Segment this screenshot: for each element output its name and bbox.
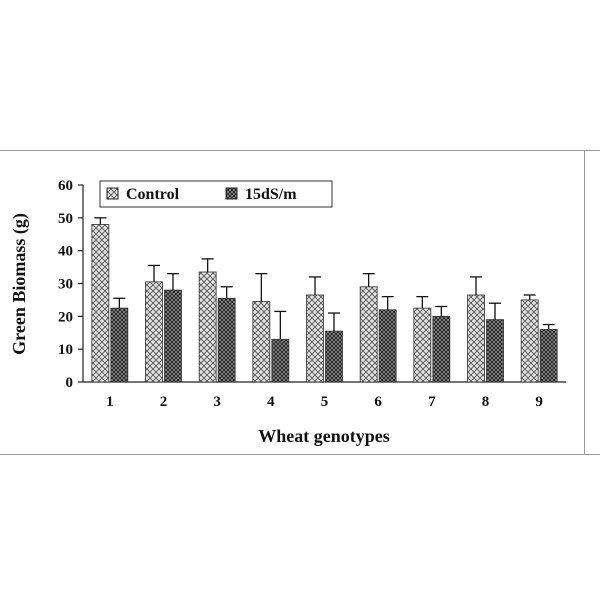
bar-control xyxy=(91,224,110,383)
x-tick-label: 4 xyxy=(267,394,275,410)
x-tick-label: 1 xyxy=(106,394,114,410)
y-axis-title: Green Biomass (g) xyxy=(9,213,30,355)
x-tick-label: 6 xyxy=(374,394,382,410)
x-tick-label: 7 xyxy=(428,394,436,410)
bar-15ds-m xyxy=(432,315,451,383)
x-tick-label: 3 xyxy=(213,394,221,410)
bar-15ds-m xyxy=(217,297,236,383)
y-tick-label: 20 xyxy=(58,309,73,325)
bar-15ds-m xyxy=(486,319,504,383)
x-tick-label: 5 xyxy=(321,394,329,410)
bar-15ds-m xyxy=(378,309,397,383)
y-tick-label: 60 xyxy=(58,178,73,194)
bar-control xyxy=(520,299,539,383)
x-tick-label: 9 xyxy=(535,394,543,410)
figure: 0 10 20 30 40 50 60 1 2 3 4 5 6 7 8 9 Green Biomass (g… xyxy=(0,150,600,455)
legend-label-15ds-m: 15dS/m xyxy=(245,186,297,203)
bar-control xyxy=(198,271,217,383)
y-tick-label: 10 xyxy=(58,342,73,358)
bar-15ds-m xyxy=(325,330,343,383)
bar-control xyxy=(306,294,324,383)
bar-control xyxy=(145,281,163,383)
y-tick-label: 0 xyxy=(66,375,74,391)
y-tick-label: 50 xyxy=(58,211,73,227)
bar-control xyxy=(413,307,432,383)
legend-swatch-control xyxy=(106,187,119,200)
bar-control xyxy=(359,286,378,383)
legend-swatch-15ds-m xyxy=(225,187,238,200)
bar-15ds-m xyxy=(539,329,558,383)
bar-15ds-m xyxy=(164,289,182,383)
x-axis-title: Wheat genotypes xyxy=(258,426,390,446)
bars xyxy=(91,217,558,383)
legend: Control 15dS/m xyxy=(99,180,333,208)
legend-box xyxy=(99,180,333,208)
bar-chart: 0 10 20 30 40 50 60 1 2 3 4 5 6 7 8 9 Green Biomass (g… xyxy=(0,150,600,455)
bar-15ds-m xyxy=(110,307,129,383)
bar-control xyxy=(252,301,271,383)
bar-control xyxy=(467,294,485,383)
y-tick-label: 40 xyxy=(58,244,73,260)
x-tick-label: 2 xyxy=(160,394,168,410)
x-tick-label: 8 xyxy=(482,394,490,410)
legend-label-control: Control xyxy=(126,186,180,203)
y-ticks: 0 10 20 30 40 50 60 xyxy=(58,178,83,391)
bar-15ds-m xyxy=(271,338,290,383)
y-tick-label: 30 xyxy=(58,277,73,293)
x-ticks: 1 2 3 4 5 6 7 8 9 xyxy=(106,394,543,410)
